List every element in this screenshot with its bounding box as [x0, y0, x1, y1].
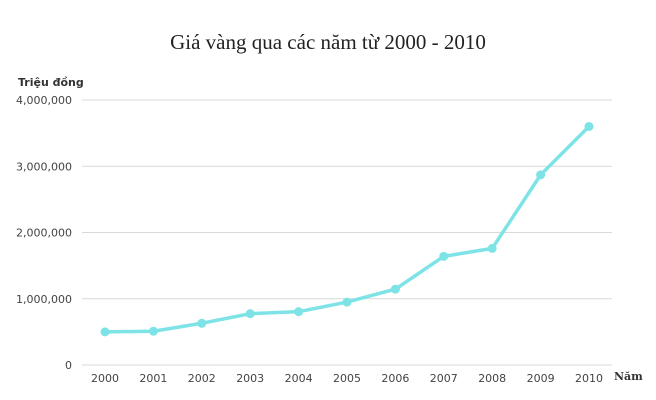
- x-tick-label: 2002: [188, 372, 216, 385]
- y-axis-ticks: 0 1,000,000 2,000,000 3,000,000 4,000,000: [16, 94, 72, 372]
- y-axis-label: Triệu đồng: [18, 76, 84, 89]
- y-tick-label: 4,000,000: [16, 94, 72, 107]
- x-tick-label: 2001: [139, 372, 167, 385]
- series: [100, 122, 594, 337]
- chart-title: Giá vàng qua các năm từ 2000 - 2010: [170, 30, 486, 54]
- data-point: [148, 326, 158, 336]
- x-tick-label: 2007: [430, 372, 458, 385]
- data-point: [197, 318, 207, 328]
- x-axis-ticks: 2000 2001 2002 2003 2004 2005 2006 2007 2008 2009…: [91, 372, 603, 385]
- x-tick-label: 2003: [236, 372, 264, 385]
- data-point: [294, 307, 304, 317]
- data-point: [439, 251, 449, 261]
- data-point: [584, 122, 594, 131]
- x-tick-label: 2009: [527, 372, 555, 385]
- data-point: [390, 284, 400, 294]
- y-tick-label: 2,000,000: [16, 227, 72, 240]
- data-point: [100, 327, 110, 337]
- gridlines: [82, 99, 612, 366]
- x-tick-label: 2005: [333, 372, 361, 385]
- data-point: [536, 170, 546, 180]
- x-tick-label: 2004: [285, 372, 313, 385]
- data-point: [342, 297, 352, 307]
- x-tick-label: 2008: [478, 372, 506, 385]
- x-tick-label: 2006: [381, 372, 409, 385]
- x-tick-label: 2010: [575, 372, 603, 385]
- data-point: [487, 243, 497, 253]
- y-tick-label: 3,000,000: [16, 160, 72, 173]
- data-point: [245, 309, 255, 319]
- x-tick-label: 2000: [91, 372, 119, 385]
- x-axis-label: Năm: [614, 370, 643, 383]
- y-tick-label: 1,000,000: [16, 293, 72, 306]
- y-tick-label: 0: [65, 359, 72, 372]
